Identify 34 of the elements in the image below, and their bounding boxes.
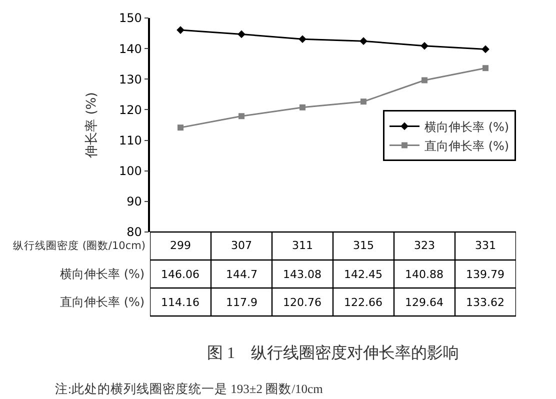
text: 直向伸长率 (%) [60,295,145,309]
x-tick-label: 307 [231,239,252,252]
data-label: 143.08 [283,268,322,281]
y-tick-label: 100 [118,164,142,178]
data-label: 140.88 [405,268,444,281]
data-label: 129.64 [405,296,444,309]
x-tick-label: 323 [414,239,435,252]
data-label: 142.45 [344,268,382,281]
data-label: 144.7 [226,268,258,281]
legend-label: 横向伸长率 (%) [424,120,510,134]
data-label: 122.66 [344,296,382,309]
x-tick-label: 331 [475,239,496,252]
y-tick-label: 90 [126,194,142,209]
y-tick-label: 120 [118,102,142,117]
x-tick-label: 299 [170,239,191,252]
y-tick-label: 110 [118,133,142,148]
y-tick-label: 150 [118,11,142,26]
y-axis-title: 伸长率 (%) [83,92,100,159]
text: 图 1 纵行线圈密度对伸长率的影响 [207,344,459,362]
data-label: 117.9 [226,296,258,309]
text: 横向伸长率 (%) [60,267,145,281]
data-label: 146.06 [161,268,200,281]
y-tick-label: 140 [118,42,142,56]
x-tick-label: 315 [353,239,374,252]
x-axis-title: 纵行线圈密度 (圈数/10cm) [13,239,146,252]
x-tick-label: 311 [292,239,313,252]
data-label: 139.79 [466,268,504,281]
legend-label: 直向伸长率 (%) [424,138,510,153]
y-tick-label: 80 [126,225,142,240]
text: 注:此处的横列线圈密度统一是 193±2 圈数/10cm [55,381,324,396]
data-label: 120.76 [283,296,322,309]
data-label: 133.62 [466,296,504,309]
y-tick-label: 130 [118,72,142,86]
data-label: 114.16 [161,296,200,309]
